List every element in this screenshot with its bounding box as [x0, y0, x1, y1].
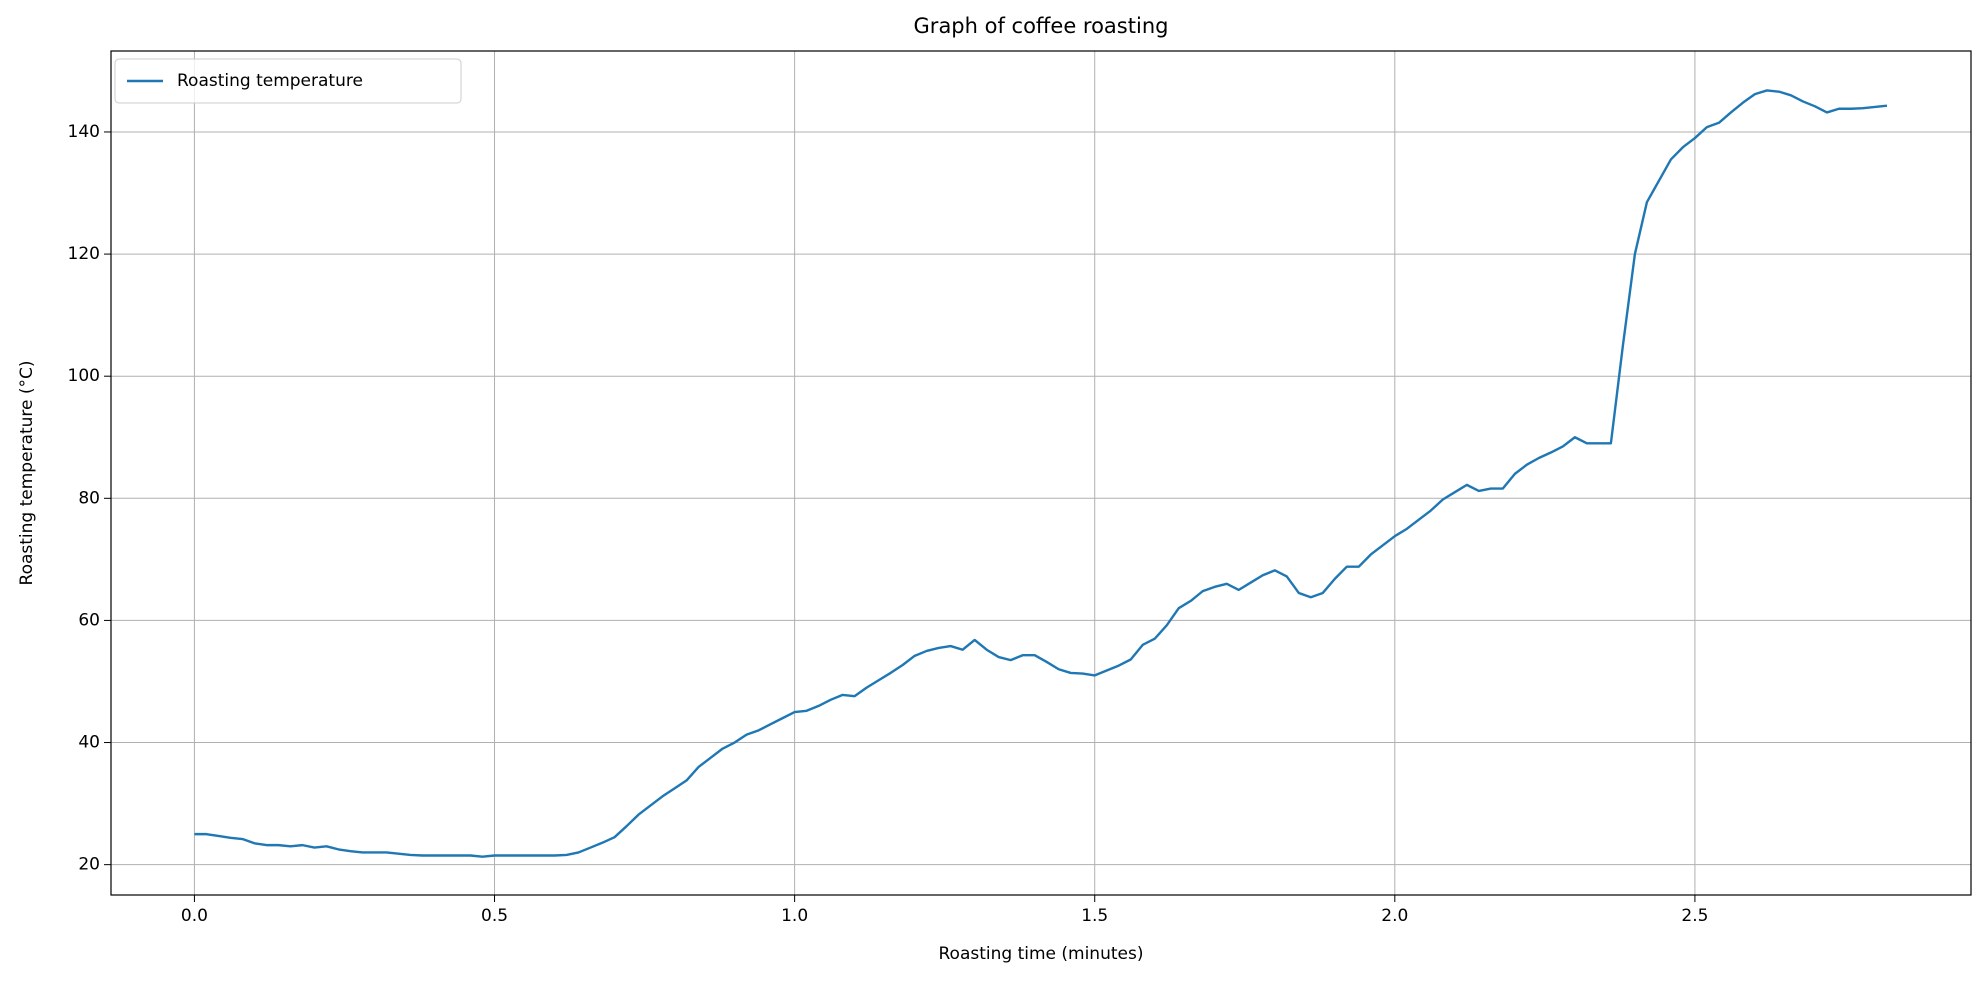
x-axis-label: Roasting time (minutes) — [939, 944, 1144, 964]
plot-frame — [110, 50, 1972, 896]
x-tick-label: 0.5 — [481, 906, 508, 926]
chart-title: Graph of coffee roasting — [914, 14, 1169, 38]
y-tick-label: 80 — [78, 488, 100, 508]
y-axis-label: Roasting temperature (°C) — [17, 361, 37, 586]
legend-label: Roasting temperature — [177, 71, 363, 91]
y-tick-label: 40 — [78, 733, 100, 753]
x-tick-label: 1.5 — [1081, 906, 1108, 926]
y-tick-label: 100 — [68, 366, 100, 386]
y-tick-label: 60 — [78, 610, 100, 630]
x-tick-label: 2.0 — [1381, 906, 1408, 926]
x-tick-label: 1.0 — [781, 906, 808, 926]
y-tick-label: 120 — [68, 244, 100, 264]
x-tick-label: 0.0 — [181, 906, 208, 926]
x-tick-label: 2.5 — [1681, 906, 1708, 926]
y-tick-label: 20 — [78, 855, 100, 875]
y-tick-label: 140 — [68, 122, 100, 142]
line — [194, 89, 1888, 858]
legend-box — [114, 58, 462, 104]
